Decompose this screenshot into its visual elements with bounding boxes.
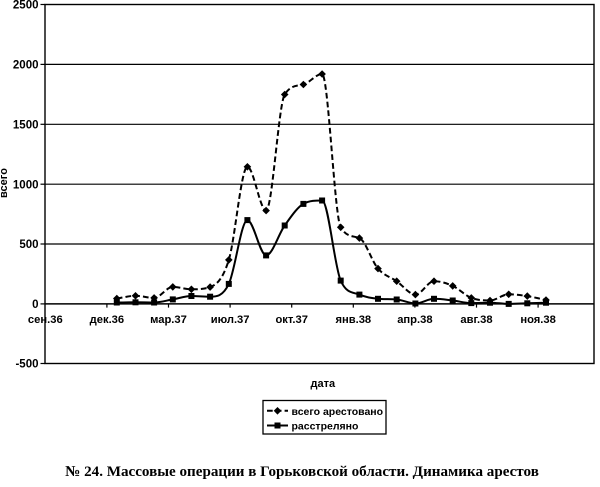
svg-text:дек.36: дек.36 [90,314,124,326]
svg-text:дата: дата [310,378,335,390]
svg-text:0: 0 [32,299,38,311]
svg-text:окт.37: окт.37 [275,314,307,326]
svg-text:сен.36: сен.36 [28,314,63,326]
svg-text:1000: 1000 [13,179,39,191]
svg-text:расстреляно: расстреляно [292,421,359,433]
svg-text:2500: 2500 [13,0,39,12]
svg-text:ноя.38: ноя.38 [520,314,556,326]
svg-text:№ 24. Массовые операции в Горь: № 24. Массовые операции в Горьковской об… [65,464,539,480]
svg-text:янв.38: янв.38 [335,314,371,326]
svg-text:2000: 2000 [13,60,39,72]
svg-text:-500: -500 [15,359,38,371]
svg-text:всего арестовано: всего арестовано [292,406,384,418]
svg-text:апр.38: апр.38 [397,314,432,326]
svg-text:500: 500 [19,239,38,251]
svg-text:1500: 1500 [13,120,39,132]
svg-text:авг.38: авг.38 [460,314,492,326]
svg-text:всего: всего [0,168,10,198]
svg-text:мар.37: мар.37 [150,314,187,326]
svg-text:июл.37: июл.37 [211,314,250,326]
